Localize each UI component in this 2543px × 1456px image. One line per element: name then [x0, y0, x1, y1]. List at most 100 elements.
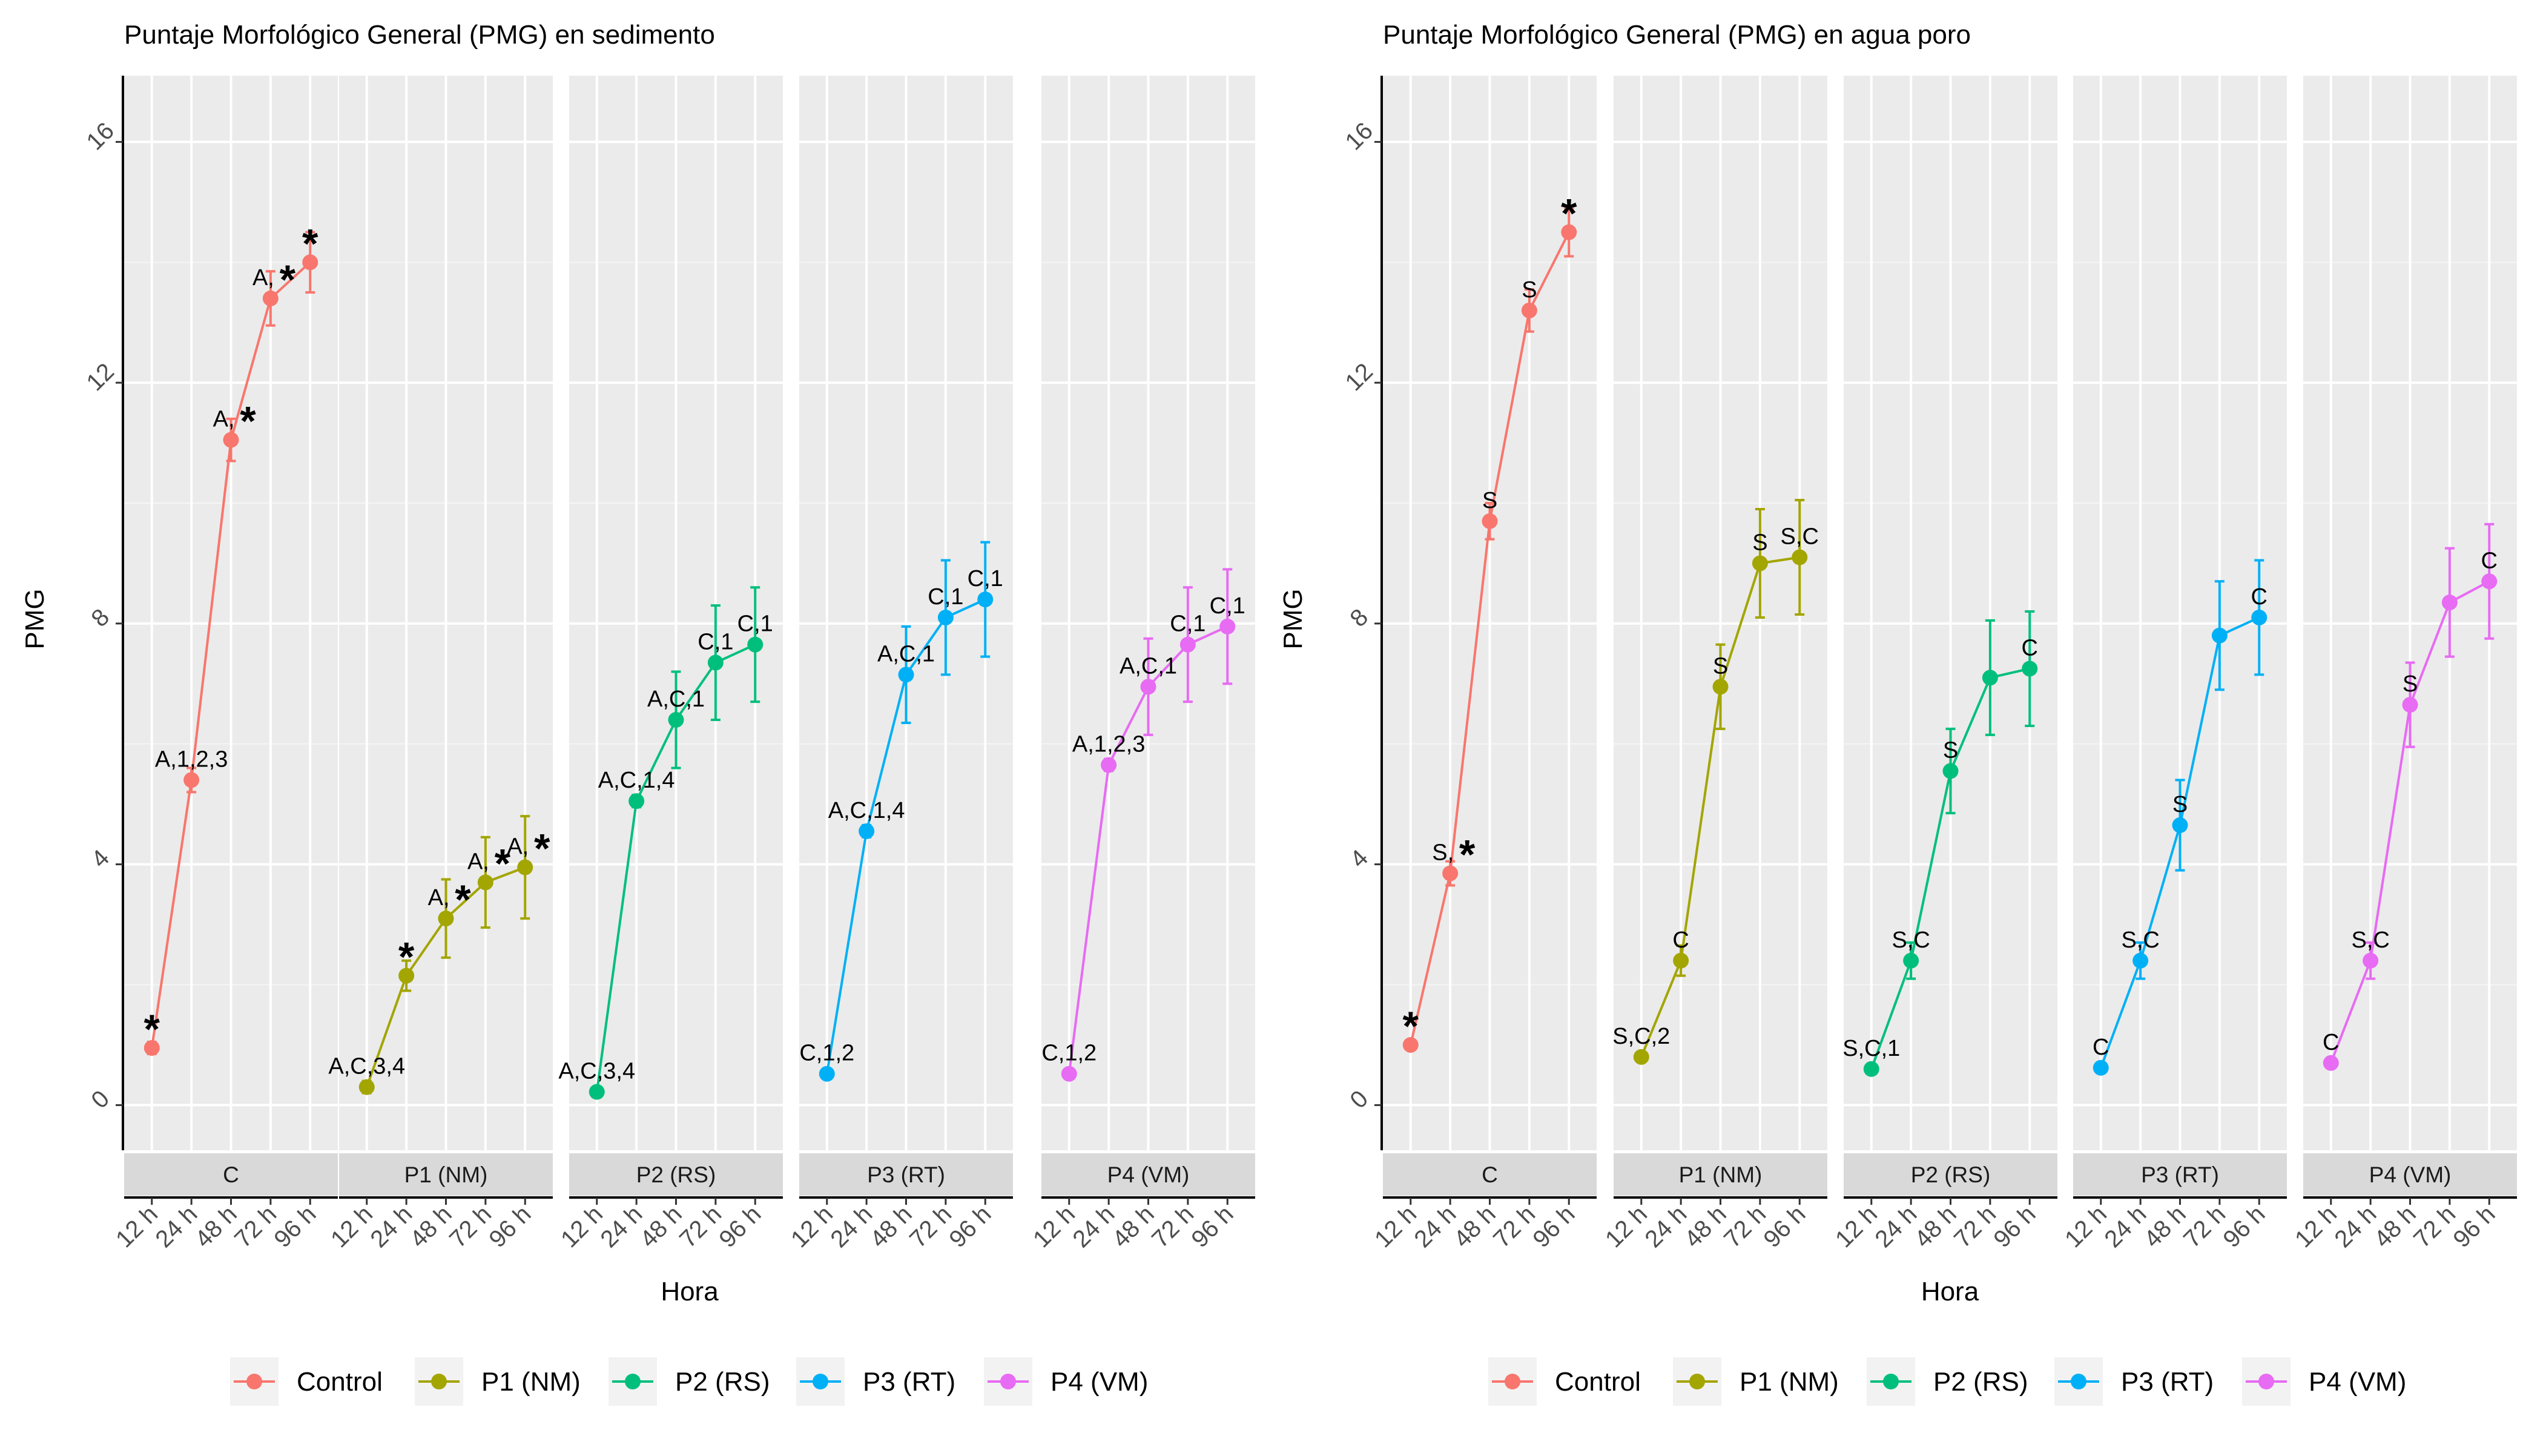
legend-label: P1 (NM): [1740, 1367, 1839, 1397]
facet-1: C12 h24 h48 h72 h96 h*S, *SS*: [1370, 76, 1597, 1253]
x-tick-label: 96 h: [1186, 1201, 1238, 1253]
data-point: [2402, 697, 2418, 713]
data-point: [1402, 1036, 1419, 1053]
x-tick-label: 72 h: [229, 1201, 282, 1253]
data-label: C: [2323, 1030, 2339, 1055]
legend-label: Control: [297, 1367, 383, 1397]
facet-strip-label: P4 (VM): [1107, 1162, 1190, 1187]
chart-panels: Puntaje Morfológico General (PMG) en sed…: [20, 20, 2517, 1306]
y-tick-label: 4: [86, 845, 114, 873]
data-point: [1903, 952, 1919, 969]
legend-label: P2 (RS): [675, 1367, 770, 1397]
x-tick-label: 12 h: [1830, 1201, 1882, 1253]
data-point: [589, 1084, 605, 1100]
data-point: [2093, 1059, 2109, 1076]
x-tick-label: 72 h: [2409, 1201, 2461, 1253]
y-tick-label: 0: [1345, 1085, 1373, 1114]
x-tick-label: 72 h: [905, 1201, 957, 1253]
x-tick-label: 48 h: [1680, 1201, 1732, 1253]
data-point: [2441, 595, 2458, 611]
facet-4: P3 (RT) 12 h24 h48 h72 h96 h C,1,2 A,C,1,4 A…: [786, 76, 1013, 1253]
data-point: [438, 911, 454, 927]
legend: Control P1 (NM) P2 (RS) P3 (RT) P4 (VM): [1488, 1357, 2406, 1406]
data-label: S: [2403, 671, 2418, 697]
x-tick-label: 48 h: [635, 1201, 687, 1253]
data-point: [262, 290, 279, 306]
legend-label: P4 (VM): [2309, 1367, 2406, 1397]
y-tick-label: 8: [1345, 604, 1373, 632]
y-axis-title: PMG: [1278, 588, 1308, 649]
data-point: [937, 609, 954, 625]
facet-strip: [339, 1153, 553, 1196]
chart-panel-1: Puntaje Morfológico General (PMG) en sed…: [20, 20, 1255, 1306]
data-label: C,1: [928, 584, 963, 610]
legend-item: P1 (NM): [415, 1357, 581, 1406]
data-point: [2363, 952, 2379, 969]
facet-strip-label: C: [223, 1162, 239, 1187]
x-tick-label: 12 h: [786, 1201, 838, 1253]
data-point: [2022, 660, 2038, 677]
data-label: S: [2172, 792, 2188, 817]
data-label: S: [1943, 738, 1958, 763]
data-label: C,1: [968, 566, 1003, 591]
x-tick-label: 48 h: [1107, 1201, 1159, 1253]
data-label: C: [2093, 1035, 2109, 1060]
significance-star: *: [1459, 832, 1476, 878]
x-tick-label: 24 h: [595, 1201, 647, 1253]
y-axis-title: PMG: [20, 588, 50, 649]
x-tick-label: 12 h: [1600, 1201, 1652, 1253]
facet-2: P1 (NM) 12 h24 h48 h72 h96 h S,C,2 C S S S,C: [1600, 76, 1827, 1253]
data-point: [1633, 1049, 1649, 1065]
legend-key-point: [1689, 1374, 1705, 1389]
x-tick-label: 48 h: [1910, 1201, 1962, 1253]
legend: Control P1 (NM) P2 (RS) P3 (RT) P4 (VM): [230, 1357, 1148, 1406]
legend-item: P3 (RT): [796, 1357, 955, 1406]
data-label: S: [1482, 488, 1497, 513]
x-tick-label: 24 h: [365, 1201, 417, 1253]
y-tick-label: 16: [82, 117, 120, 156]
data-point: [1982, 670, 1998, 686]
x-axis-title: Hora: [661, 1277, 719, 1306]
data-point: [747, 636, 764, 653]
y-axis: 0 4 8 12 16: [1341, 76, 1383, 1150]
x-tick-label: 96 h: [2218, 1201, 2270, 1253]
facet-strip-label: P4 (VM): [2369, 1162, 2452, 1187]
data-point: [477, 874, 493, 891]
data-point: [1863, 1061, 1879, 1077]
legends: Control P1 (NM) P2 (RS) P3 (RT) P4 (VM) Contr…: [230, 1357, 2406, 1406]
data-point: [1482, 513, 1498, 529]
data-point: [2481, 573, 2498, 590]
significance-star: *: [495, 840, 511, 886]
facet-3: P2 (RS) 12 h24 h48 h72 h96 h S,C,1 S,C S C: [1830, 76, 2057, 1253]
data-label: A,: [428, 885, 450, 911]
facet-5: P4 (VM) 12 h24 h48 h72 h96 h C S,C S C: [2290, 76, 2517, 1253]
legend-item: Control: [230, 1357, 383, 1406]
x-tick-label: 96 h: [1528, 1201, 1580, 1253]
legend-item: P2 (RS): [609, 1357, 770, 1406]
data-label: S,C: [1781, 524, 1819, 550]
facet-strip-label: P2 (RS): [636, 1162, 716, 1187]
facet-strip: [1383, 1153, 1597, 1196]
x-tick-label: 24 h: [2329, 1201, 2381, 1253]
facet-1: C12 h24 h48 h72 h96 h*A,1,2,3A, *A, **: [111, 76, 338, 1253]
facet-3: P2 (RS) 12 h24 h48 h72 h96 h A,C,3,4 A,C,1,…: [556, 76, 783, 1253]
data-label: A,C,1,4: [828, 798, 905, 823]
data-label: C: [2251, 584, 2268, 610]
significance-star: *: [302, 220, 318, 266]
facet-strip-label: P3 (RT): [2141, 1162, 2219, 1187]
legend-key-point: [2071, 1374, 2086, 1389]
x-tick-label: 72 h: [1719, 1201, 1771, 1253]
legend-key-point: [625, 1374, 641, 1389]
legend-key-point: [813, 1374, 828, 1389]
data-label: C,1: [698, 630, 733, 655]
x-axis-title: Hora: [1921, 1277, 1979, 1306]
data-label: A,C,3,4: [558, 1059, 635, 1084]
x-tick-label: 24 h: [1870, 1201, 1922, 1253]
legend-key-point: [1883, 1374, 1899, 1389]
data-label: A,C,1: [1120, 653, 1177, 679]
legend-item: P1 (NM): [1673, 1357, 1839, 1406]
data-point: [1521, 302, 1537, 318]
legend-key-point: [431, 1374, 447, 1389]
facet-strip: [1844, 1153, 2057, 1196]
legend-label: P4 (VM): [1051, 1367, 1148, 1397]
